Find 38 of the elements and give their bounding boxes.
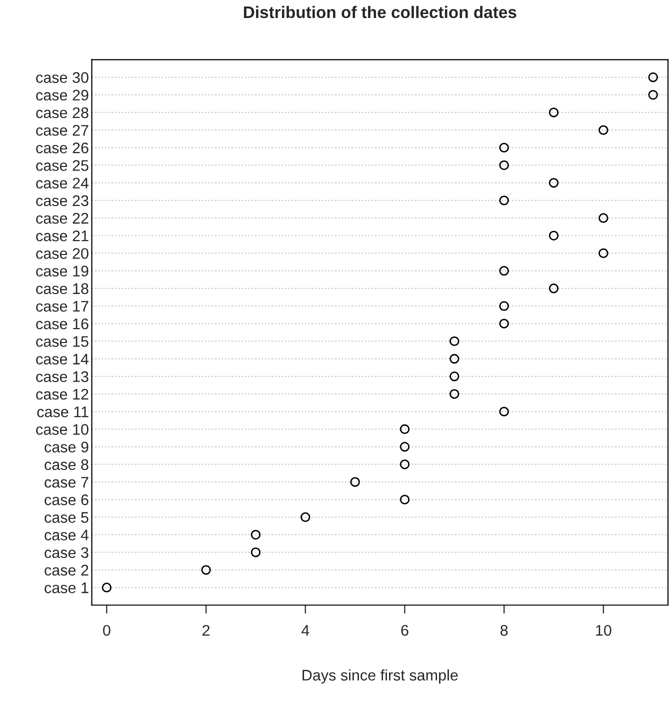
- y-tick-label: case 14: [36, 354, 89, 364]
- x-tick-label: 10: [596, 624, 612, 636]
- y-tick-label: case 13: [36, 371, 88, 382]
- x-tick-label: 8: [500, 624, 508, 636]
- y-tick-label: case 18: [36, 283, 88, 294]
- y-tick-label: case 10: [36, 424, 88, 435]
- x-tick-label: 6: [401, 624, 408, 636]
- y-tick-label: case 25: [36, 160, 88, 171]
- y-tick-label: case 19: [36, 266, 88, 276]
- y-tick-label: case 3: [44, 547, 88, 558]
- y-tick-label: case 29: [36, 90, 88, 101]
- y-tick-label: case 24: [36, 178, 89, 189]
- y-tick-label: case 26: [36, 142, 88, 154]
- y-tick-label: case 16: [36, 318, 88, 330]
- y-tick-label: case 11: [37, 406, 88, 418]
- y-tick-label: case 20: [36, 248, 88, 259]
- x-tick-label: 0: [103, 624, 110, 636]
- y-tick-label: case 30: [36, 72, 88, 83]
- y-tick-label: case 17: [36, 301, 88, 312]
- y-tick-label: case 27: [36, 124, 88, 136]
- y-tick-label: case 12: [36, 388, 88, 400]
- x-tick-label: 2: [202, 624, 210, 636]
- y-tick-label: case 9: [44, 442, 88, 452]
- x-tick-label: 4: [301, 625, 310, 636]
- y-tick-label: case 15: [36, 336, 88, 347]
- x-axis-title: Days since first sample: [302, 669, 458, 684]
- y-tick-label: case 5: [44, 512, 88, 523]
- y-tick-label: case 4: [44, 530, 89, 540]
- y-tick-label: case 8: [44, 459, 88, 470]
- y-tick-label: case 23: [36, 195, 88, 206]
- chart-title: Distribution of the collection dates: [244, 6, 516, 18]
- y-tick-label: case 1: [44, 582, 88, 594]
- y-tick-label: case 6: [44, 494, 88, 506]
- y-tick-label: case 21: [36, 230, 88, 242]
- y-tick-label: case 2: [44, 564, 88, 576]
- y-tick-label: case 22: [36, 212, 88, 224]
- y-tick-label: case 28: [36, 107, 88, 118]
- y-tick-label: case 7: [44, 476, 88, 488]
